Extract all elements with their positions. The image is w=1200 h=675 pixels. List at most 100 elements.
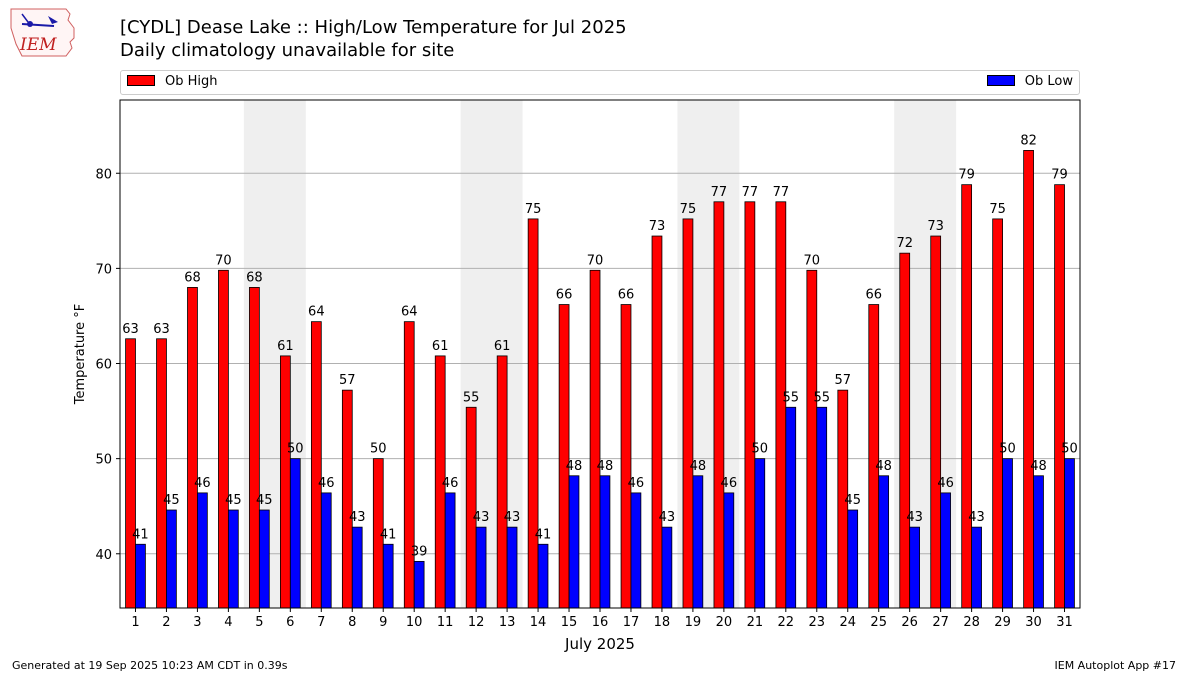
data-label-high-14: 75: [525, 202, 542, 217]
generated-footer: Generated at 19 Sep 2025 10:23 AM CDT in…: [12, 659, 288, 672]
bar-low-16: [599, 475, 611, 609]
bar-low-31: [1064, 458, 1075, 609]
data-label-low-6: 50: [287, 442, 304, 457]
bar-low-20: [723, 492, 735, 609]
data-label-high-13: 61: [494, 339, 511, 354]
data-label-low-14: 41: [535, 527, 552, 542]
x-tick-label-31: 31: [1056, 615, 1073, 630]
x-tick-label-23: 23: [809, 615, 826, 630]
x-tick-label-1: 1: [131, 615, 139, 630]
bar-high-29: [992, 218, 1003, 609]
x-tick-label-10: 10: [406, 615, 423, 630]
data-label-low-10: 39: [411, 544, 428, 559]
x-tick-label-26: 26: [901, 615, 918, 630]
data-label-low-31: 50: [1061, 442, 1078, 457]
x-tick-label-18: 18: [654, 615, 671, 630]
y-tick-label-70: 70: [95, 262, 112, 277]
y-tick-label-60: 60: [95, 358, 112, 373]
data-label-low-15: 48: [566, 459, 583, 474]
bar-low-29: [1002, 458, 1013, 609]
data-label-high-4: 70: [215, 253, 232, 268]
data-label-low-3: 46: [194, 476, 211, 491]
bar-low-7: [320, 492, 332, 609]
y-tick-label-80: 80: [95, 167, 112, 182]
data-label-high-27: 73: [927, 219, 944, 234]
data-label-low-24: 45: [844, 493, 861, 508]
bar-high-18: [651, 235, 663, 609]
bar-low-4: [227, 509, 239, 609]
x-tick-label-25: 25: [870, 615, 887, 630]
bar-low-25: [878, 475, 890, 609]
x-tick-label-8: 8: [348, 615, 356, 630]
bar-low-21: [754, 458, 766, 609]
x-tick-label-7: 7: [317, 615, 325, 630]
data-label-low-8: 43: [349, 510, 366, 525]
data-label-high-31: 79: [1051, 168, 1068, 183]
data-label-high-22: 77: [773, 185, 790, 200]
data-label-low-5: 45: [256, 493, 273, 508]
data-label-low-22: 55: [782, 390, 799, 405]
bar-high-6: [280, 355, 291, 609]
bar-high-28: [961, 184, 973, 609]
data-label-high-16: 70: [587, 253, 604, 268]
x-tick-label-29: 29: [994, 615, 1011, 630]
bar-high-5: [249, 287, 260, 609]
bar-low-13: [506, 526, 518, 609]
y-tick-label-50: 50: [95, 453, 112, 468]
x-tick-label-13: 13: [499, 615, 516, 630]
bar-high-23: [806, 269, 818, 609]
data-label-low-1: 41: [132, 527, 149, 542]
x-tick-label-6: 6: [286, 615, 294, 630]
data-label-low-25: 48: [875, 459, 892, 474]
bar-high-12: [465, 406, 477, 609]
data-label-low-2: 45: [163, 493, 180, 508]
bar-low-27: [940, 492, 951, 609]
bar-low-8: [351, 526, 363, 609]
bar-high-15: [558, 304, 570, 609]
data-label-high-24: 57: [835, 373, 852, 388]
data-label-high-2: 63: [153, 322, 170, 337]
bar-high-17: [620, 304, 632, 609]
data-label-high-29: 75: [989, 202, 1006, 217]
data-label-low-26: 43: [906, 510, 923, 525]
bar-high-4: [218, 269, 229, 609]
bar-high-19: [682, 218, 694, 609]
bar-low-23: [816, 406, 828, 609]
x-tick-label-15: 15: [561, 615, 578, 630]
data-label-high-15: 66: [556, 288, 573, 303]
data-label-low-21: 50: [752, 442, 769, 457]
x-tick-label-17: 17: [623, 615, 640, 630]
bar-high-1: [125, 338, 136, 609]
legend-item-high: Ob High: [127, 74, 218, 89]
data-label-low-20: 46: [721, 476, 738, 491]
bar-low-24: [847, 509, 859, 609]
bar-low-19: [692, 475, 704, 609]
data-label-high-10: 64: [401, 305, 418, 320]
data-label-low-17: 46: [628, 476, 645, 491]
legend-swatch-low: [986, 75, 1015, 86]
iem-logo: IEM: [10, 8, 75, 57]
data-label-high-26: 72: [896, 236, 913, 251]
x-tick-label-14: 14: [530, 615, 547, 630]
x-axis-label: July 2025: [564, 635, 635, 653]
data-label-low-7: 46: [318, 476, 335, 491]
bar-low-5: [258, 509, 270, 609]
data-label-low-28: 43: [968, 510, 985, 525]
x-tick-label-27: 27: [932, 615, 949, 630]
x-tick-label-11: 11: [437, 615, 454, 630]
data-label-high-1: 63: [122, 322, 139, 337]
data-label-low-9: 41: [380, 527, 397, 542]
chart-subtitle: Daily climatology unavailable for site: [120, 40, 455, 61]
legend-label-low: Ob Low: [1024, 74, 1073, 89]
x-tick-label-9: 9: [379, 615, 387, 630]
bar-low-17: [630, 492, 642, 609]
data-label-high-28: 79: [958, 168, 975, 183]
bar-low-15: [568, 475, 580, 609]
bar-high-31: [1054, 184, 1065, 609]
bar-high-16: [589, 269, 601, 609]
bar-low-30: [1033, 475, 1044, 609]
y-tick-label-40: 40: [95, 548, 112, 563]
bar-high-10: [403, 321, 415, 609]
data-label-high-8: 57: [339, 373, 356, 388]
